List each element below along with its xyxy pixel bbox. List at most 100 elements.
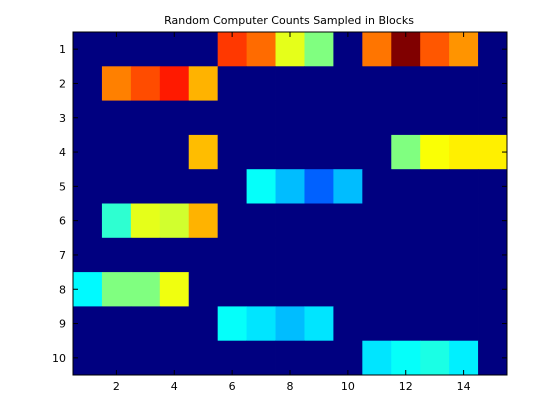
- heatmap-cell: [159, 169, 190, 204]
- heatmap-cell: [304, 272, 334, 307]
- heatmap-cell: [362, 169, 392, 204]
- heatmap-cell: [101, 66, 132, 101]
- heatmap-cell: [391, 100, 421, 136]
- heatmap-cell: [130, 237, 161, 273]
- heatmap-cell: [420, 203, 450, 239]
- heatmap-cell: [420, 237, 450, 273]
- heatmap-cell: [362, 306, 392, 342]
- heatmap-cell: [391, 340, 421, 376]
- heatmap-cell: [420, 169, 450, 204]
- heatmap-cell: [391, 32, 421, 67]
- heatmap-cell: [130, 32, 161, 67]
- heatmap-cell: [304, 237, 334, 273]
- heatmap-cell: [275, 272, 305, 307]
- heatmap-cell: [275, 32, 305, 67]
- heatmap-cell: [159, 66, 190, 101]
- heatmap-cell: [362, 237, 392, 273]
- heatmap-cell: [333, 340, 363, 376]
- heatmap-cell: [217, 134, 247, 170]
- y-tick-label: 8: [59, 283, 66, 296]
- y-tick-label: 2: [59, 77, 66, 90]
- heatmap-cell: [304, 66, 334, 101]
- heatmap-cell: [101, 100, 132, 136]
- heatmap-cell: [130, 169, 161, 204]
- heatmap-cell: [391, 272, 421, 307]
- x-tick-label: 14: [457, 380, 471, 393]
- heatmap-cell: [246, 237, 276, 273]
- heatmap-cell: [333, 272, 363, 307]
- heatmap-cell: [188, 32, 219, 67]
- heatmap-cell: [130, 134, 161, 170]
- heatmap-cell: [304, 169, 334, 204]
- heatmap-cell: [362, 272, 392, 307]
- y-tick-label: 9: [59, 318, 66, 331]
- heatmap-cell: [333, 237, 363, 273]
- y-tick-label: 7: [59, 249, 66, 262]
- heatmap-cell: [101, 340, 132, 376]
- heatmap-cell: [275, 340, 305, 376]
- heatmap-cell: [333, 203, 363, 239]
- heatmap-cell: [246, 169, 276, 204]
- heatmap-cell: [246, 272, 276, 307]
- heatmap-cell: [304, 134, 334, 170]
- heatmap-cell: [333, 306, 363, 342]
- heatmap-cell: [101, 272, 132, 307]
- heatmap-cell: [130, 100, 161, 136]
- heatmap-cell: [159, 134, 190, 170]
- heatmap-cell: [362, 100, 392, 136]
- heatmap-cell: [420, 134, 450, 170]
- heatmap-cell: [304, 340, 334, 376]
- heatmap-cell: [275, 66, 305, 101]
- heatmap-cell: [449, 32, 479, 67]
- heatmap-cell: [391, 169, 421, 204]
- heatmap-cell: [159, 340, 190, 376]
- heatmap-cell: [130, 340, 161, 376]
- y-tick-label: 3: [59, 112, 66, 125]
- x-tick-label: 10: [341, 380, 355, 393]
- heatmap-cell: [275, 169, 305, 204]
- heatmap-cell: [333, 169, 363, 204]
- heatmap-cell: [188, 203, 219, 239]
- heatmap-cell: [420, 66, 450, 101]
- plot-frame: [72, 31, 508, 376]
- heatmap-cell: [391, 203, 421, 239]
- heatmap-cell: [246, 203, 276, 239]
- heatmap-cell: [130, 272, 161, 307]
- heatmap-cell: [304, 203, 334, 239]
- heatmap-cell: [188, 100, 219, 136]
- heatmap-cell: [391, 66, 421, 101]
- heatmap-cell: [130, 66, 161, 101]
- heatmap-cell: [304, 32, 334, 67]
- heatmap-cell: [188, 66, 219, 101]
- heatmap-cell: [217, 100, 247, 136]
- heatmap-cell: [159, 237, 190, 273]
- heatmap-cell: [217, 306, 247, 342]
- heatmap-cell: [217, 237, 247, 273]
- y-tick-label: 4: [59, 146, 66, 159]
- heatmap-cell: [391, 134, 421, 170]
- heatmap-cell: [449, 340, 479, 376]
- y-tick-label: 5: [59, 180, 66, 193]
- heatmap-cell: [420, 272, 450, 307]
- heatmap-cell: [362, 203, 392, 239]
- heatmap-cell: [246, 134, 276, 170]
- heatmap-cell: [159, 32, 190, 67]
- heatmap-cell: [362, 134, 392, 170]
- y-tick-label: 6: [59, 215, 66, 228]
- heatmap-cell: [449, 306, 479, 342]
- heatmap-cell: [362, 66, 392, 101]
- heatmap-cell: [333, 66, 363, 101]
- heatmap-cell: [246, 32, 276, 67]
- heatmap-cell: [101, 32, 132, 67]
- heatmap-cell: [159, 203, 190, 239]
- heatmap-cell: [217, 32, 247, 67]
- heatmap-cell: [449, 272, 479, 307]
- heatmap-cell: [101, 134, 132, 170]
- heatmap-cell: [449, 203, 479, 239]
- x-tick-label: 2: [113, 380, 120, 393]
- x-tick-label: 6: [229, 380, 236, 393]
- heatmap-cell: [275, 237, 305, 273]
- heatmap-cell: [188, 340, 219, 376]
- heatmap-cell: [246, 340, 276, 376]
